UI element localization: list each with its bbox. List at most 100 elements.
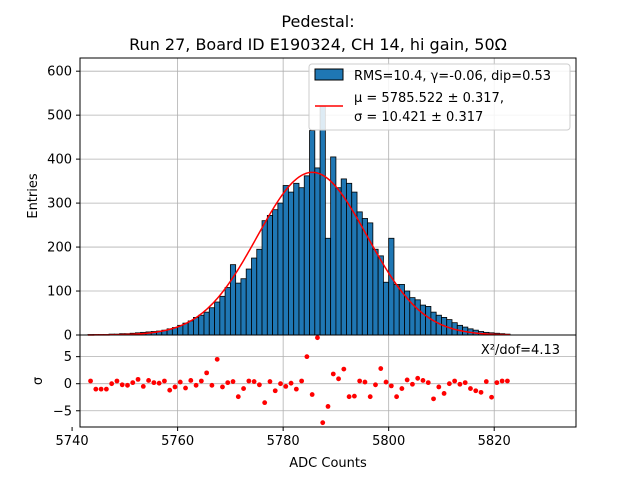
histogram-bar — [214, 301, 221, 336]
residual-y-tick-label: 0 — [64, 377, 72, 392]
residual-point — [325, 404, 331, 409]
histogram-bar — [224, 287, 231, 336]
residual-point — [209, 382, 215, 388]
residual-point — [415, 375, 421, 381]
histogram-bar — [251, 257, 258, 336]
x-tick-label: 5740 — [56, 434, 89, 449]
residual-point — [214, 356, 220, 362]
residual-point — [88, 378, 93, 384]
x-tick-label: 5760 — [161, 434, 194, 449]
residual-point — [167, 387, 173, 393]
residual-point — [225, 380, 231, 386]
histogram-bar — [383, 281, 390, 336]
histogram-bar — [277, 202, 284, 336]
residual-point — [257, 382, 262, 388]
histogram-bar — [393, 284, 400, 336]
histogram-bar — [314, 167, 321, 336]
residual-point — [404, 377, 410, 383]
histogram-bar — [240, 278, 247, 336]
residual-point — [346, 394, 352, 400]
histogram-bar — [288, 191, 295, 336]
residual-point — [320, 420, 326, 426]
legend: RMS=10.4, γ=-0.06, dip=0.53 μ = 5785.522… — [308, 63, 571, 131]
histogram-bar — [235, 282, 242, 336]
residual-y-tick-label: 5 — [64, 350, 72, 365]
residual-y-ticks: −5 0 5 — [53, 350, 80, 419]
histogram-y-tick-label: 200 — [47, 241, 72, 256]
residual-points — [88, 335, 510, 426]
histogram-bar — [425, 306, 432, 336]
residual-point — [431, 396, 436, 402]
residual-point — [262, 400, 268, 406]
residual-point — [367, 394, 373, 400]
histogram-bar — [356, 211, 363, 336]
residual-point — [230, 379, 236, 384]
histogram-bar — [193, 317, 200, 336]
residual-point — [220, 384, 225, 390]
histogram-bar — [261, 220, 268, 336]
histogram-bar — [272, 209, 279, 336]
residual-point — [457, 381, 463, 387]
residual-x-ticks: 5740 5760 5780 5800 5820 — [56, 427, 511, 449]
residual-point — [151, 380, 157, 386]
histogram-y-label: Entries — [26, 173, 41, 219]
residual-point — [272, 388, 278, 394]
residual-point — [283, 384, 289, 389]
residual-point — [473, 388, 479, 394]
residual-point — [125, 382, 130, 388]
residual-point — [483, 379, 489, 384]
residual-point — [204, 370, 210, 376]
residual-point — [103, 386, 109, 392]
residual-point — [462, 380, 468, 386]
legend-histogram-swatch — [314, 68, 344, 81]
residual-point — [336, 376, 341, 382]
residual-point — [235, 394, 241, 400]
residual-point — [357, 378, 363, 384]
residual-point — [478, 389, 484, 395]
x-tick-label: 5800 — [372, 434, 405, 449]
histogram-bar — [293, 182, 300, 336]
residual-point — [162, 378, 167, 384]
chart-title-line2: Run 27, Board ID E190324, CH 14, hi gain… — [129, 35, 507, 54]
gaussian-fit-curve — [87, 171, 511, 336]
residual-point — [114, 378, 120, 384]
residual-point — [425, 380, 431, 386]
residual-point — [299, 378, 305, 384]
legend-frame — [308, 63, 571, 131]
residual-point — [156, 380, 162, 386]
histogram-y-tick-label: 400 — [47, 153, 72, 168]
histogram-bar — [377, 255, 384, 336]
residual-point — [130, 380, 136, 386]
histogram-bar — [419, 304, 427, 336]
histogram-bar — [324, 237, 332, 336]
residual-point — [394, 394, 399, 400]
residual-point — [183, 385, 188, 391]
histogram-bar — [203, 311, 210, 336]
residual-point — [246, 378, 252, 384]
histogram-bar — [340, 178, 347, 336]
histogram-bar — [266, 215, 273, 336]
histogram-y-tick-label: 300 — [47, 197, 72, 212]
residual-point — [140, 384, 146, 389]
residual-point — [251, 379, 257, 384]
histogram-y-tick-label: 100 — [47, 285, 72, 300]
chart-title-line1: Pedestal: — [281, 12, 354, 31]
residual-y-tick-label: −5 — [53, 404, 72, 419]
histogram-bar — [309, 130, 316, 336]
residual-point — [373, 382, 378, 388]
residual-point — [267, 379, 273, 384]
histogram-bar — [414, 299, 421, 336]
residual-y-label: σ — [31, 377, 46, 385]
residual-point — [98, 386, 104, 392]
residual-point — [468, 386, 473, 391]
residual-point — [330, 371, 336, 377]
histogram-y-ticks: 0 100 200 300 400 500 600 — [47, 65, 80, 344]
histogram-bar — [256, 248, 263, 336]
histogram-y-tick-label: 500 — [47, 109, 72, 124]
residual-point — [241, 386, 246, 391]
residual-point — [388, 383, 394, 389]
x-tick-label: 5820 — [478, 434, 511, 449]
histogram-bar — [198, 314, 205, 336]
residual-point — [452, 378, 458, 384]
histogram-bar — [303, 175, 310, 336]
